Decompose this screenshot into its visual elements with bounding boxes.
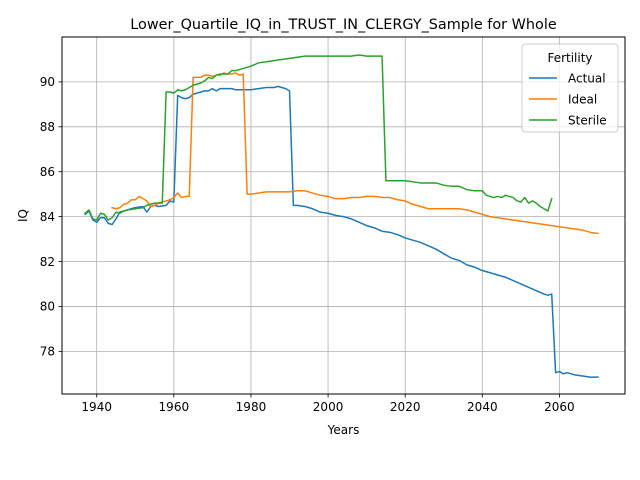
legend: Fertility Actual Ideal Sterile [521,43,619,133]
series-line-actual [84,85,599,378]
legend-label-ideal: Ideal [568,93,597,107]
series-line-ideal [111,72,599,235]
y-tick-label: 84 [40,210,55,224]
x-tick-label: 2000 [313,400,344,414]
legend-label-sterile: Sterile [568,114,607,128]
series-line-sterile [84,54,553,221]
x-tick-label: 2060 [544,400,575,414]
y-axis-label: IQ [16,209,30,222]
plot-frame [61,36,626,395]
chart-title: Lower_Quartile_IQ_in_TRUST_IN_CLERGY_Sam… [130,17,557,33]
y-tick-label: 90 [40,75,55,89]
y-tick-label: 86 [40,165,55,179]
y-tick-label: 82 [40,255,55,269]
x-tick-label: 1960 [159,400,190,414]
x-axis-label: Years [327,423,360,437]
legend-label-actual: Actual [568,72,606,86]
y-tick-label: 88 [40,120,55,134]
legend-title: Fertility [547,51,592,65]
y-tick-label: 78 [40,345,55,359]
x-tick-label: 2020 [390,400,421,414]
x-tick-label: 1980 [236,400,267,414]
x-tick-label: 2040 [467,400,498,414]
y-tick-label: 80 [40,300,55,314]
legend-items: Actual Ideal Sterile [529,72,607,128]
plot-series [84,54,599,378]
legend-box [521,43,619,133]
x-tick-label: 1940 [81,400,112,414]
axis-ticks: 1940 1960 1980 2000 2020 2040 2060 78 80 82 84 86 88… [40,75,575,414]
